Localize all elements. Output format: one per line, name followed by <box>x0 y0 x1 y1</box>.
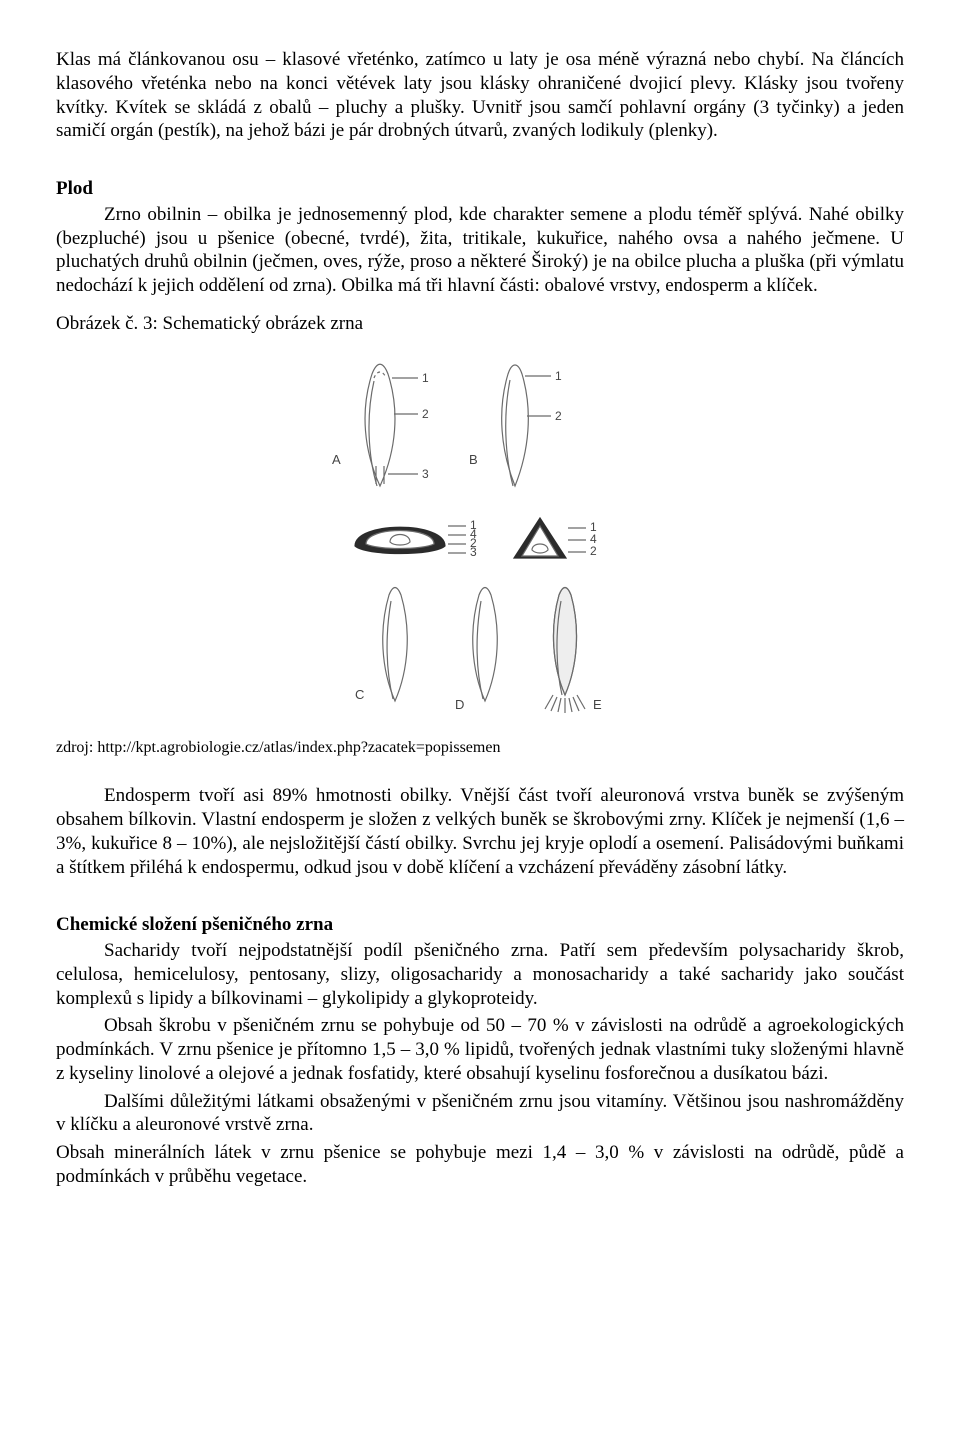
paragraph-chem-4: Obsah minerálních látek v zrnu pšenice s… <box>56 1141 904 1189</box>
paragraph-chem-2: Obsah škrobu v pšeničném zrnu se pohybuj… <box>56 1014 904 1085</box>
fig-letter-c: C <box>355 687 364 702</box>
heading-chemistry: Chemické složení pšeničného zrna <box>56 913 904 937</box>
figure-source: zdroj: http://kpt.agrobiologie.cz/atlas/… <box>56 738 904 758</box>
paragraph-intro: Klas má článkovanou osu – klasové vřetén… <box>56 48 904 143</box>
fig-label-b1: 1 <box>555 369 562 383</box>
fig-label-tri2: 2 <box>590 544 597 558</box>
paragraph-chem-1: Sacharidy tvoří nejpodstatnější podíl pš… <box>56 939 904 1010</box>
fig-letter-e: E <box>593 697 602 712</box>
heading-plod: Plod <box>56 177 904 201</box>
paragraph-chem-3: Dalšími důležitými látkami obsaženými v … <box>56 1090 904 1138</box>
fig-letter-b: B <box>469 452 478 467</box>
fig-label-a2: 2 <box>422 407 429 421</box>
fig-letter-a: A <box>332 452 341 467</box>
fig-label-cs3: 3 <box>470 545 477 559</box>
paragraph-plod: Zrno obilnin – obilka je jednosemenný pl… <box>56 203 904 298</box>
fig-label-a1: 1 <box>422 371 429 385</box>
fig-letter-d: D <box>455 697 464 712</box>
fig-label-a3: 3 <box>422 467 429 481</box>
figure-grain-diagram: 1 2 3 A 1 2 B <box>56 346 904 723</box>
figure-caption: Obrázek č. 3: Schematický obrázek zrna <box>56 312 904 336</box>
fig-label-b2: 2 <box>555 409 562 423</box>
paragraph-endosperm: Endosperm tvoří asi 89% hmotnosti obilky… <box>56 784 904 879</box>
